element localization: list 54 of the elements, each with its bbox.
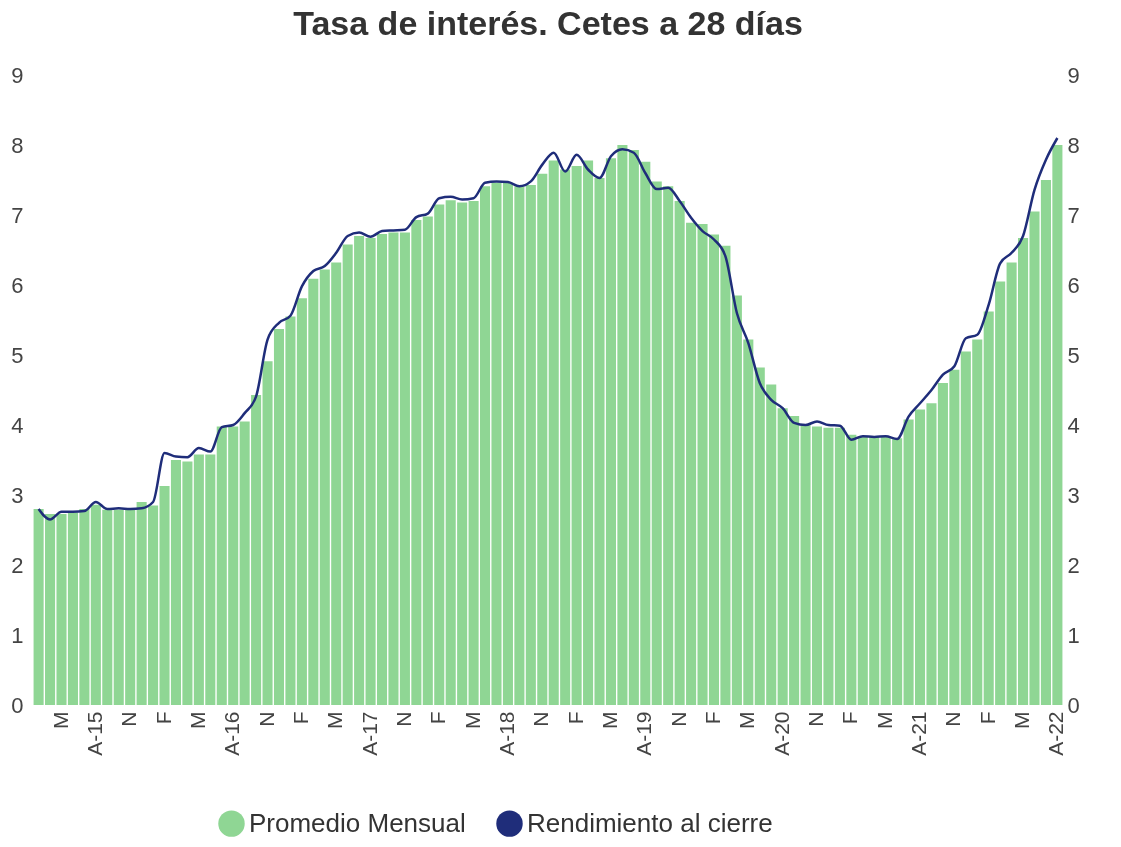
x-tick-label: M	[597, 711, 621, 729]
x-tick-label: A-18	[494, 711, 518, 756]
y-tick-label: 0	[11, 692, 24, 718]
chart-title: Tasa de interés. Cetes a 28 días	[293, 4, 803, 42]
legend-label: Rendimiento al cierre	[527, 807, 773, 838]
x-tick-label: N	[666, 711, 690, 727]
x-tick-label: F	[288, 711, 312, 725]
x-tick-label: A-22	[1044, 711, 1068, 756]
x-tick-label: N	[804, 711, 827, 727]
y2-tick-label: 1	[1067, 622, 1080, 648]
y-tick-label: 6	[11, 272, 24, 298]
y2-tick-label: 5	[1067, 342, 1080, 368]
y2-tick-label: 2	[1067, 552, 1080, 578]
y-tick-label: 8	[11, 132, 24, 158]
x-tick-label: A-17	[357, 711, 381, 756]
x-tick-label: A-19	[632, 711, 656, 756]
y-tick-label: 4	[11, 412, 24, 438]
x-tick-label: M	[185, 711, 209, 729]
x-tick-label: F	[975, 711, 999, 725]
x-tick-label: A-15	[82, 711, 106, 756]
y-tick-label: 2	[11, 552, 24, 578]
y2-tick-label: 0	[1067, 692, 1080, 718]
x-tick-label: F	[426, 711, 450, 725]
y2-tick-label: 6	[1067, 272, 1080, 298]
y2-tick-label: 7	[1067, 202, 1080, 228]
y-tick-label: 9	[11, 62, 24, 88]
y2-tick-label: 3	[1067, 482, 1080, 508]
x-tick-label: M	[460, 711, 484, 729]
y-tick-label: 3	[11, 482, 24, 508]
x-tick-label: N	[254, 711, 278, 727]
x-tick-label: M	[48, 711, 72, 729]
x-tick-label: F	[563, 711, 587, 725]
y2-tick-label: 8	[1067, 132, 1080, 158]
x-tick-label: A-21	[907, 711, 931, 756]
x-tick-label: N	[117, 711, 141, 727]
x-tick-label: A-16	[220, 711, 244, 756]
x-tick-label: N	[391, 711, 415, 727]
legend-label: Promedio Mensual	[249, 807, 466, 838]
y-tick-label: 1	[11, 622, 24, 648]
x-tick-label: N	[941, 711, 965, 727]
y2-tick-label: 4	[1067, 412, 1080, 438]
y2-tick-label: 9	[1067, 62, 1080, 88]
y-tick-label: 7	[11, 202, 24, 228]
x-tick-label: N	[529, 711, 553, 727]
x-tick-label: F	[838, 711, 862, 725]
x-tick-label: A-20	[769, 711, 793, 756]
line-series	[37, 136, 1059, 521]
y-tick-label: 5	[11, 342, 24, 368]
x-tick-label: M	[1010, 711, 1034, 729]
x-tick-label: M	[872, 711, 896, 729]
x-tick-label: M	[735, 711, 759, 729]
x-tick-label: F	[700, 711, 724, 725]
x-tick-label: F	[151, 711, 175, 725]
x-tick-label: M	[323, 711, 347, 729]
